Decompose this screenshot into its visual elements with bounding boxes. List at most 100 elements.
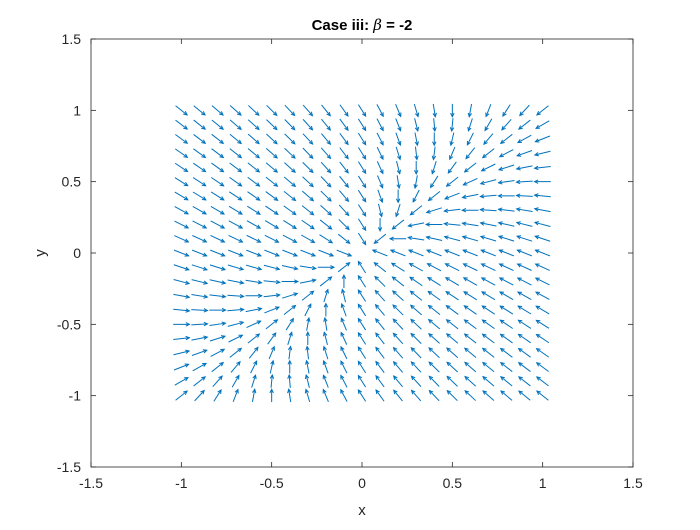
field-arrow — [302, 190, 315, 202]
field-arrow — [497, 235, 515, 242]
field-arrow — [375, 374, 385, 388]
field-arrow — [376, 161, 384, 175]
field-arrow — [306, 316, 311, 331]
field-arrow — [210, 249, 226, 257]
field-arrow — [392, 375, 403, 388]
field-arrow — [212, 375, 223, 387]
field-arrow — [533, 165, 551, 171]
x-tick-label: 0.5 — [443, 475, 463, 491]
field-arrow — [247, 148, 261, 159]
field-arrow — [322, 345, 329, 360]
field-arrow — [265, 319, 279, 330]
field-arrow — [284, 162, 296, 174]
field-arrow — [357, 346, 367, 359]
field-arrow — [232, 388, 239, 402]
field-arrow — [300, 249, 317, 257]
field-arrow — [263, 293, 281, 298]
field-arrow — [375, 360, 385, 373]
field-arrow — [515, 221, 533, 227]
field-arrow — [391, 276, 405, 287]
field-arrow — [428, 389, 440, 402]
field-arrow — [446, 389, 458, 402]
field-arrow — [175, 390, 188, 401]
x-tick-label: 1 — [539, 475, 547, 491]
field-arrow — [340, 302, 347, 317]
field-arrow — [266, 119, 278, 131]
field-arrow — [265, 147, 278, 159]
field-arrow — [231, 374, 240, 388]
field-arrow — [283, 176, 297, 188]
field-arrow — [340, 317, 347, 331]
field-arrow — [174, 162, 189, 173]
field-arrow — [229, 162, 243, 173]
field-arrow — [229, 148, 243, 159]
field-arrow — [357, 374, 367, 388]
field-arrow — [264, 220, 280, 229]
field-arrow — [461, 221, 479, 227]
field-arrow — [497, 164, 515, 171]
field-arrow — [432, 103, 437, 118]
field-arrow — [339, 104, 349, 117]
field-arrow — [374, 318, 385, 331]
field-arrow — [173, 335, 191, 341]
field-arrow — [287, 388, 292, 403]
field-arrow — [500, 390, 513, 401]
field-arrow — [445, 291, 459, 301]
field-arrow — [461, 235, 479, 242]
field-arrow — [481, 333, 495, 344]
field-arrow — [209, 294, 227, 299]
field-arrow — [464, 375, 477, 387]
field-arrow — [395, 146, 402, 161]
field-arrow — [515, 179, 533, 185]
field-arrow — [446, 375, 458, 387]
field-arrow — [480, 277, 496, 286]
field-arrow — [248, 346, 259, 359]
field-arrow — [498, 291, 514, 301]
field-arrow — [373, 233, 387, 244]
field-arrow — [481, 319, 495, 330]
field-arrow — [285, 317, 294, 331]
field-arrow — [174, 206, 190, 215]
field-arrow — [265, 191, 279, 201]
y-tick-labels: -1.5 -1 -0.5 0 0.5 1 1.5 — [57, 31, 81, 475]
field-arrow — [371, 249, 388, 257]
field-arrow — [191, 249, 208, 257]
field-arrow — [211, 177, 225, 187]
field-arrow — [248, 105, 260, 117]
field-arrow — [515, 235, 533, 242]
field-arrow — [535, 120, 550, 129]
field-arrow — [246, 320, 262, 328]
field-arrow — [264, 306, 281, 314]
field-arrow — [192, 206, 208, 215]
field-arrow — [357, 132, 367, 146]
field-arrow — [209, 307, 227, 313]
field-arrow — [337, 233, 351, 244]
field-arrow — [340, 360, 348, 374]
field-arrow — [337, 262, 351, 273]
field-arrow — [302, 133, 314, 145]
field-arrow — [228, 249, 244, 257]
field-arrow — [191, 279, 209, 285]
field-arrow — [443, 249, 460, 257]
field-arrow — [211, 105, 224, 116]
field-arrow — [320, 161, 332, 174]
field-arrow — [246, 249, 262, 257]
field-arrow — [338, 219, 350, 231]
field-arrow — [357, 104, 367, 118]
field-arrow — [173, 349, 191, 356]
field-arrow — [281, 279, 300, 284]
field-arrow — [410, 361, 422, 373]
field-arrow — [193, 148, 207, 159]
field-arrow — [287, 373, 292, 388]
field-arrow — [228, 334, 244, 343]
field-arrow — [302, 104, 314, 117]
field-arrow — [229, 191, 243, 201]
field-arrow — [263, 264, 281, 271]
field-arrow — [449, 118, 455, 133]
field-arrow — [269, 373, 275, 388]
field-arrow — [192, 235, 208, 243]
field-arrow — [210, 220, 226, 229]
field-arrow — [336, 249, 353, 257]
field-arrow — [462, 249, 478, 257]
field-arrow — [340, 388, 348, 402]
